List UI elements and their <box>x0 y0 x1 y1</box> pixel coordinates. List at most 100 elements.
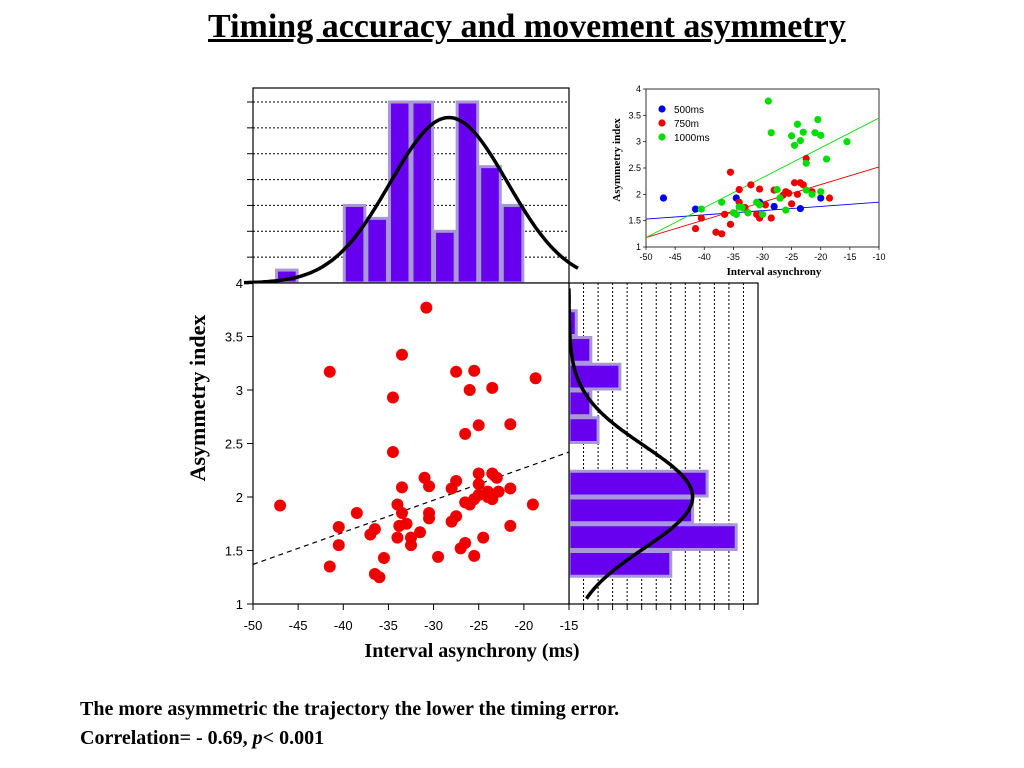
data-point <box>432 550 445 563</box>
data-point <box>817 188 825 196</box>
data-point <box>423 480 436 493</box>
data-point <box>726 168 735 176</box>
data-point <box>459 427 472 440</box>
right-histogram <box>567 282 759 610</box>
data-point <box>395 507 408 520</box>
data-point <box>477 531 490 544</box>
data-point <box>814 115 822 124</box>
histogram-bar <box>567 416 600 444</box>
histogram-bar <box>567 362 622 391</box>
histogram-bar <box>567 523 738 551</box>
data-point <box>373 571 386 584</box>
data-point <box>802 186 810 194</box>
x-tick-label: -50 <box>244 618 263 633</box>
data-point <box>793 120 802 128</box>
data-point <box>323 365 336 378</box>
data-point <box>526 498 539 511</box>
x-tick-label: -35 <box>727 252 740 262</box>
data-point <box>377 551 390 564</box>
data-point <box>697 214 705 222</box>
x-tick-label: -35 <box>379 618 398 633</box>
data-point <box>391 531 404 544</box>
data-point <box>450 474 463 487</box>
data-point <box>776 194 784 202</box>
y-tick-label: 3 <box>236 383 243 398</box>
y-axis-title: Asymmetry index <box>185 315 210 482</box>
data-point <box>767 214 775 222</box>
data-point <box>799 181 807 189</box>
data-point <box>843 138 851 146</box>
legend-marker <box>658 105 666 113</box>
data-point <box>788 200 796 208</box>
data-point <box>782 206 790 214</box>
legend-label: 750m <box>674 119 699 130</box>
data-point <box>796 204 804 213</box>
main-plot-frame <box>252 282 570 605</box>
data-point <box>350 507 363 520</box>
caption-line-1: The more asymmetric the trajectory the l… <box>80 698 620 720</box>
histogram-bar <box>410 100 435 285</box>
histogram-bar <box>433 229 457 285</box>
y-tick-label: 4 <box>236 276 243 291</box>
data-point <box>761 201 770 209</box>
data-point <box>504 418 517 431</box>
x-tick-label: -20 <box>514 618 533 633</box>
figure-canvas: 1 1.5 2 2.5 3 3.5 4 -50 -45 -40 -35 -30 -25 -20 -15 Int… <box>185 84 886 662</box>
y-tick-label: 2.5 <box>225 437 243 452</box>
data-point <box>274 499 287 512</box>
y-tick-label: 2 <box>636 189 641 199</box>
legend-marker <box>658 119 666 127</box>
main-scatter-plot: 1 1.5 2 2.5 3 3.5 4 -50 -45 -40 -35 -30 -25 -20 -15 Int… <box>185 276 580 662</box>
x-tick-label: -45 <box>669 252 682 262</box>
data-point <box>738 203 746 212</box>
data-point <box>405 539 417 552</box>
top-histogram <box>244 87 579 285</box>
data-point <box>386 391 399 404</box>
histogram-bar <box>478 165 502 285</box>
data-point <box>463 384 476 396</box>
regression-line <box>252 451 570 565</box>
y-tick-label: 1 <box>236 597 243 612</box>
data-point <box>472 419 485 432</box>
caption-correlation: Correlation= - 0.69, <box>80 727 253 749</box>
x-tick-label: -20 <box>814 252 827 262</box>
data-point <box>817 131 825 139</box>
data-point <box>395 348 408 361</box>
x-tick-label: -15 <box>560 618 579 633</box>
histogram-bar <box>387 100 412 285</box>
legend-label: 1000ms <box>674 133 710 144</box>
y-tick-label: 3 <box>636 137 641 147</box>
data-point <box>817 194 825 202</box>
histogram-bar <box>567 496 695 525</box>
data-point <box>368 523 381 536</box>
x-tick-label: -50 <box>639 252 652 262</box>
x-tick-label: -40 <box>334 618 353 633</box>
y-tick-label: 1.5 <box>225 544 243 559</box>
data-point <box>481 491 494 503</box>
data-point <box>423 507 436 520</box>
data-point <box>486 381 499 394</box>
caption-p-value: < 0.001 <box>262 727 325 749</box>
data-point <box>468 364 481 377</box>
y-tick-label: 1 <box>636 242 641 252</box>
data-point <box>735 185 743 194</box>
inset-x-axis-title: Interval asynchrony <box>727 266 822 278</box>
data-point <box>468 549 481 562</box>
data-point <box>691 205 700 213</box>
data-point <box>332 520 345 533</box>
x-tick-label: -30 <box>424 618 443 633</box>
data-point <box>490 471 503 484</box>
data-point <box>450 365 463 378</box>
data-point <box>811 129 819 137</box>
data-point <box>492 485 505 498</box>
data-point <box>691 224 700 233</box>
data-point <box>788 132 796 140</box>
fit-line <box>645 201 880 220</box>
data-point <box>758 210 767 218</box>
data-point <box>712 228 720 236</box>
data-point <box>400 517 413 530</box>
y-tick-label: 4 <box>636 84 641 94</box>
data-point <box>755 185 764 193</box>
x-tick-label: -25 <box>785 252 798 262</box>
data-point <box>459 496 472 509</box>
